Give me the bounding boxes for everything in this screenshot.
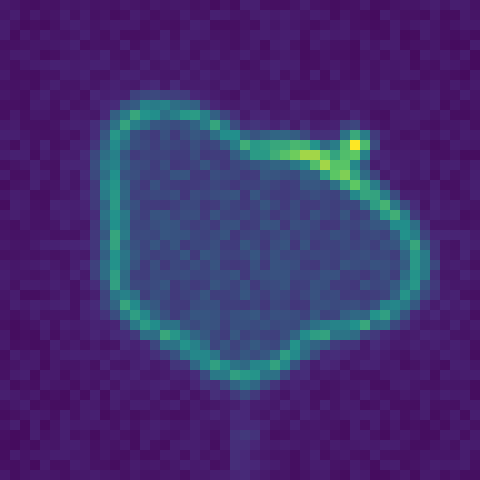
- heatmap-canvas: [0, 0, 480, 480]
- image-viewer: [0, 0, 480, 480]
